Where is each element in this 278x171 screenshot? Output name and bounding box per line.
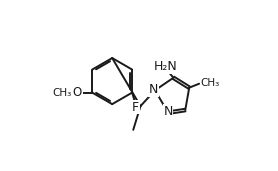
- Text: F: F: [132, 101, 139, 114]
- Text: H₂N: H₂N: [154, 60, 177, 73]
- Text: N: N: [163, 105, 173, 118]
- Text: CH₃: CH₃: [53, 88, 72, 98]
- Text: N: N: [149, 83, 158, 96]
- Text: CH₃: CH₃: [200, 78, 220, 88]
- Text: O: O: [73, 86, 82, 99]
